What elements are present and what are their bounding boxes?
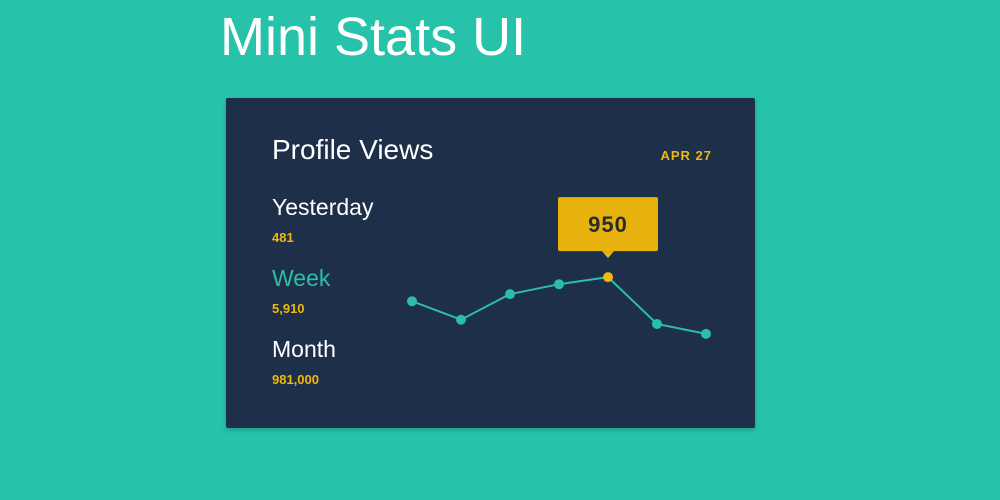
card [226,98,755,428]
page-title: Mini Stats UI [220,7,526,67]
data-point [456,314,466,325]
stat-label[interactable]: Month [272,336,336,362]
stat-value: 981,000 [272,372,319,387]
tooltip-arrow [602,251,614,259]
line-chart: 950 [407,197,711,339]
stats-list: Yesterday 481 Week 5,910 Month 981,000 [272,194,374,387]
tooltip-box [558,197,658,252]
data-point [407,296,417,307]
stat-value: 5,910 [272,301,305,316]
data-point [505,289,515,300]
data-point [603,272,613,283]
stat-label[interactable]: Yesterday [272,194,374,220]
card-date: APR 27 [660,148,712,163]
stat-label[interactable]: Week [272,265,331,291]
stat-value: 481 [272,230,294,245]
card-title: Profile Views [272,134,433,165]
data-point [701,328,711,339]
tooltip-value: 950 [588,212,628,237]
data-point [652,318,662,329]
data-point [554,279,564,290]
tooltip: 950 [558,197,658,259]
